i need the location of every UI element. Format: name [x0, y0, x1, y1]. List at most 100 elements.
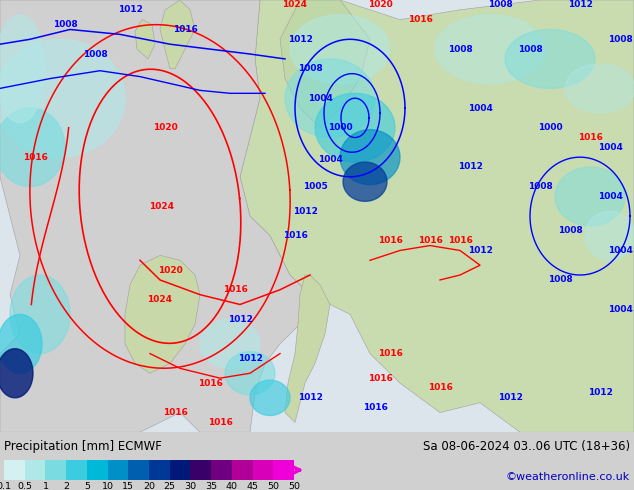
Polygon shape: [160, 0, 195, 69]
Text: 1016: 1016: [363, 403, 387, 412]
Text: 1: 1: [42, 482, 48, 490]
Text: 1020: 1020: [153, 123, 178, 132]
Text: 1016: 1016: [172, 25, 197, 34]
Bar: [149, 460, 170, 480]
Text: 1016: 1016: [207, 418, 233, 427]
Polygon shape: [585, 211, 634, 260]
Text: 1016: 1016: [408, 15, 432, 24]
Text: 1000: 1000: [328, 123, 353, 132]
Text: 25: 25: [164, 482, 176, 490]
Polygon shape: [0, 108, 65, 187]
Text: 1016: 1016: [23, 153, 48, 162]
Text: 1016: 1016: [368, 374, 392, 383]
Text: 50: 50: [268, 482, 280, 490]
Text: Sa 08-06-2024 03..06 UTC (18+36): Sa 08-06-2024 03..06 UTC (18+36): [423, 440, 630, 453]
Bar: [4, 460, 25, 480]
Text: 1012: 1012: [117, 5, 143, 14]
Text: 1004: 1004: [598, 143, 623, 152]
Bar: [190, 460, 211, 480]
Text: 1004: 1004: [307, 94, 332, 103]
Polygon shape: [280, 0, 370, 128]
Text: 1016: 1016: [427, 384, 453, 392]
Polygon shape: [125, 255, 200, 373]
Text: 1008: 1008: [297, 64, 322, 74]
Polygon shape: [435, 15, 545, 83]
Text: 40: 40: [226, 482, 238, 490]
Text: 1020: 1020: [158, 266, 183, 274]
Polygon shape: [200, 319, 260, 368]
Text: 10: 10: [101, 482, 113, 490]
Text: 0.5: 0.5: [17, 482, 32, 490]
Polygon shape: [340, 130, 400, 185]
Text: 1008: 1008: [558, 226, 583, 235]
Bar: [273, 460, 294, 480]
Text: 1004: 1004: [607, 246, 633, 255]
Polygon shape: [505, 29, 595, 88]
Polygon shape: [0, 15, 45, 123]
Text: 1016: 1016: [198, 379, 223, 388]
Text: 35: 35: [205, 482, 217, 490]
Bar: [252, 460, 273, 480]
Text: 2: 2: [63, 482, 69, 490]
Text: 1012: 1012: [588, 389, 612, 397]
Text: 1024: 1024: [150, 202, 174, 211]
Text: 1016: 1016: [378, 236, 403, 245]
Text: 5: 5: [84, 482, 90, 490]
Text: 1008: 1008: [53, 20, 77, 29]
Text: 45: 45: [247, 482, 259, 490]
Bar: [128, 460, 149, 480]
Text: 1016: 1016: [418, 236, 443, 245]
Text: 1008: 1008: [607, 35, 632, 44]
Bar: [170, 460, 190, 480]
Text: 50: 50: [288, 482, 300, 490]
Text: 1024: 1024: [148, 295, 172, 304]
Bar: [108, 460, 128, 480]
Text: 0.1: 0.1: [0, 482, 11, 490]
Polygon shape: [343, 162, 387, 201]
Polygon shape: [315, 93, 395, 162]
Text: 1004: 1004: [467, 103, 493, 113]
Text: 1016: 1016: [378, 349, 403, 358]
Text: 1008: 1008: [82, 49, 107, 58]
Polygon shape: [290, 15, 390, 83]
Text: 1004: 1004: [318, 155, 342, 164]
Text: 1012: 1012: [498, 393, 522, 402]
Polygon shape: [0, 0, 310, 432]
Polygon shape: [10, 275, 70, 354]
Text: 1008: 1008: [527, 182, 552, 191]
Text: 1008: 1008: [448, 45, 472, 53]
Text: 1008: 1008: [517, 45, 542, 53]
Text: 15: 15: [122, 482, 134, 490]
Polygon shape: [555, 167, 625, 226]
Text: Precipitation [mm] ECMWF: Precipitation [mm] ECMWF: [4, 440, 162, 453]
Polygon shape: [0, 314, 42, 373]
Text: 1016: 1016: [283, 231, 307, 240]
Polygon shape: [285, 275, 330, 422]
Text: 1016: 1016: [578, 133, 602, 142]
Polygon shape: [240, 0, 634, 432]
Text: 1004: 1004: [607, 305, 633, 314]
Text: 1012: 1012: [238, 354, 262, 363]
Text: 1004: 1004: [598, 192, 623, 201]
Polygon shape: [225, 352, 275, 395]
Bar: [66, 460, 87, 480]
Polygon shape: [0, 39, 125, 157]
Bar: [211, 460, 232, 480]
Text: 1016: 1016: [223, 285, 247, 294]
Text: 1016: 1016: [448, 236, 472, 245]
Text: 30: 30: [184, 482, 197, 490]
Bar: [25, 460, 46, 480]
Text: 1012: 1012: [288, 35, 313, 44]
Text: 1005: 1005: [302, 182, 327, 191]
Bar: [232, 460, 252, 480]
Text: 1008: 1008: [488, 0, 512, 9]
Text: 1012: 1012: [297, 393, 323, 402]
Bar: [87, 460, 108, 480]
Polygon shape: [135, 20, 155, 59]
Text: 1012: 1012: [567, 0, 592, 9]
Polygon shape: [250, 380, 290, 416]
Text: 1016: 1016: [162, 408, 188, 417]
Text: 1012: 1012: [467, 246, 493, 255]
Text: 1012: 1012: [292, 207, 318, 216]
Bar: [46, 460, 66, 480]
